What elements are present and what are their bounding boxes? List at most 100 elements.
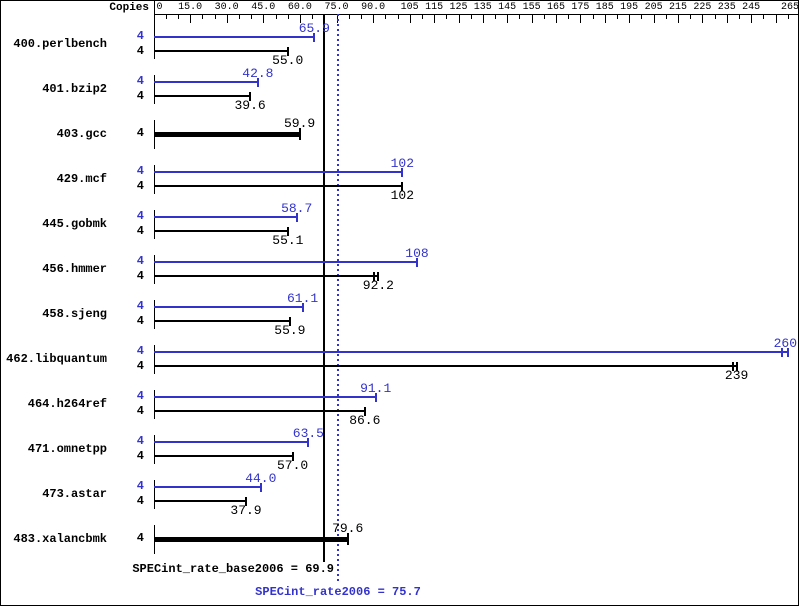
copies-count-base: 4	[136, 224, 144, 238]
axis-major-tick	[373, 15, 375, 23]
bar-baseline-segment	[153, 210, 155, 239]
peak-bar-end-cap	[259, 482, 262, 492]
axis-minor-tick	[312, 15, 314, 19]
base-reference-line	[323, 14, 325, 562]
axis-major-tick	[299, 15, 301, 23]
axis-minor-tick	[543, 15, 545, 19]
axis-tick-label: 175	[571, 2, 590, 13]
copies-count-base: 4	[136, 494, 144, 508]
base-bar	[153, 50, 288, 52]
base-value-label: 79.6	[332, 521, 364, 536]
peak-value-label: 102	[390, 156, 414, 171]
peak-bar-end-cap	[786, 347, 789, 357]
copies-count-peak: 4	[136, 209, 144, 223]
axis-minor-tick	[275, 15, 277, 19]
axis-minor-tick	[165, 15, 167, 19]
axis-minor-tick	[177, 15, 179, 19]
axis-minor-tick	[397, 15, 399, 19]
axis-minor-tick	[714, 15, 716, 19]
copies-count-peak: 4	[136, 389, 144, 403]
peak-bar	[153, 306, 303, 308]
axis-minor-tick	[665, 15, 667, 19]
peak-bar-end-cap	[416, 257, 418, 267]
axis-tick-label: 265	[780, 2, 799, 13]
benchmark-label: 473.astar	[42, 487, 107, 501]
base-bar-end-cap	[363, 406, 366, 416]
base-value-label: 102	[390, 188, 414, 203]
axis-minor-tick	[617, 15, 618, 19]
base-bar-end-cap	[298, 128, 301, 140]
benchmark-label: 403.gcc	[56, 127, 107, 141]
peak-bar	[153, 486, 261, 488]
axis-tick-label: 195	[620, 2, 639, 13]
axis-line	[153, 14, 798, 15]
copies-count-peak: 4	[136, 164, 144, 178]
axis-tick-label: 30.0	[214, 2, 239, 13]
base-value-label: 57.0	[276, 458, 309, 473]
axis-major-tick	[190, 15, 192, 23]
axis-minor-tick	[739, 15, 740, 19]
peak-bar	[153, 351, 788, 353]
bar-baseline-segment	[153, 390, 155, 419]
axis-tick-label: 155	[522, 2, 541, 13]
axis-minor-tick	[214, 15, 216, 19]
peak-bar-end-cap	[301, 302, 304, 312]
axis-minor-tick	[385, 15, 387, 19]
copies-count-base: 4	[136, 269, 144, 283]
axis-major-tick	[629, 15, 631, 23]
base-bar	[153, 185, 403, 187]
axis-tick-label: 45.0	[251, 2, 276, 13]
axis-tick-label: 215	[668, 2, 687, 13]
axis-major-tick	[458, 15, 460, 23]
peak-value-label: 108	[405, 246, 429, 261]
peak-value-label: 42.8	[242, 66, 274, 81]
axis-major-tick	[653, 15, 655, 23]
peak-value-label: 91.1	[360, 381, 392, 396]
axis-major-tick	[263, 15, 265, 23]
benchmark-label: 401.bzip2	[42, 82, 107, 96]
copies-count-base: 4	[136, 314, 144, 328]
axis-tick-label: 235	[717, 2, 736, 13]
axis-tick-label: 125	[449, 2, 468, 13]
base-bar	[153, 365, 737, 367]
copies-count-base: 4	[136, 359, 144, 373]
peak-bar	[153, 396, 376, 398]
axis-major-tick	[531, 15, 533, 23]
base-value-label: 92.2	[362, 278, 394, 293]
axis-minor-tick	[641, 15, 643, 19]
axis-minor-tick	[251, 15, 253, 19]
base-value-label: 55.9	[274, 323, 306, 338]
base-bar-end-cap	[245, 496, 247, 506]
copies-count-peak: 4	[136, 254, 144, 268]
axis-major-tick	[580, 15, 582, 23]
base-bar-end-cap	[346, 533, 349, 545]
base-bar	[153, 95, 251, 97]
base-result-label: SPECint_rate_base2006 = 69.9	[132, 562, 334, 576]
base-bar	[153, 500, 246, 502]
copies-count-peak: 4	[136, 344, 144, 358]
base-value-label: 59.9	[283, 116, 316, 131]
axis-tick-label: 60.0	[287, 2, 312, 13]
peak-bar-error-cap	[780, 347, 783, 357]
axis-major-tick	[153, 15, 155, 23]
peak-bar-end-cap	[256, 77, 259, 87]
axis-major-tick	[434, 15, 436, 23]
peak-bar	[153, 81, 258, 83]
axis-major-tick	[336, 15, 338, 23]
base-bar-end-cap	[735, 361, 738, 371]
base-bar	[153, 230, 288, 232]
copies-count-base: 4	[136, 531, 144, 545]
peak-bar	[153, 441, 309, 443]
benchmark-label: 462.libquantum	[6, 352, 107, 366]
bar-baseline-segment	[153, 255, 155, 284]
base-bar	[153, 536, 348, 542]
copies-count-base: 4	[136, 179, 144, 193]
axis-major-tick	[702, 15, 704, 23]
axis-major-tick	[507, 15, 509, 23]
copies-count-peak: 4	[136, 74, 144, 88]
copies-count-base: 4	[136, 89, 144, 103]
peak-bar	[153, 36, 315, 38]
axis-minor-tick	[787, 15, 789, 19]
axis-minor-tick	[421, 15, 423, 19]
